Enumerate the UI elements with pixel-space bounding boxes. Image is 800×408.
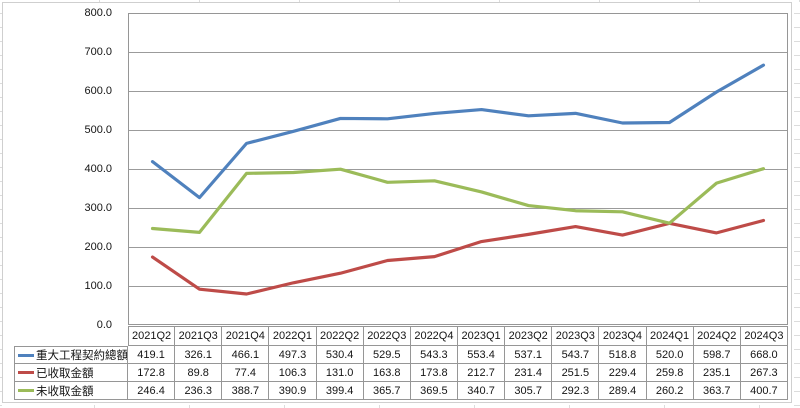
table-value-cell: 251.5 <box>552 364 600 382</box>
gridline <box>129 286 787 287</box>
table-value-cell: 363.7 <box>693 382 741 400</box>
legend-key-icon <box>18 371 34 374</box>
series-line-total-contract[interactable] <box>150 63 766 200</box>
legend-key-icon <box>18 389 34 392</box>
legend-label: 重大工程契約總額 <box>36 350 128 362</box>
table-value-cell: 530.4 <box>316 346 364 364</box>
y-axis-tick-label: 700.0 <box>84 46 112 58</box>
table-value-cell: 212.7 <box>457 364 506 382</box>
series-line-received[interactable] <box>150 218 766 296</box>
table-value-cell: 236.3 <box>175 382 223 400</box>
y-axis-tick-label: 0.0 <box>96 319 112 331</box>
legend-label: 未收取金額 <box>36 385 94 398</box>
table-header-cell: 2023Q1 <box>457 326 506 346</box>
table-header-cell: 2022Q4 <box>410 326 458 346</box>
gridline <box>129 91 787 92</box>
table-header-cell: 2024Q1 <box>646 326 694 346</box>
table-header-cell: 2021Q3 <box>175 326 223 346</box>
legend-item-unreceived[interactable]: 未收取金額 <box>14 382 128 400</box>
table-value-cell: 365.7 <box>363 382 411 400</box>
y-axis: 800.0 700.0 600.0 500.0 400.0 300.0 200.0 100.0… <box>0 0 118 408</box>
gridline <box>129 130 787 131</box>
table-value-cell: 259.8 <box>646 364 694 382</box>
plot-area[interactable] <box>128 13 788 325</box>
table-value-cell: 543.7 <box>552 346 600 364</box>
table-value-cell: 267.3 <box>740 364 788 382</box>
table-value-cell: 466.1 <box>222 346 270 364</box>
table-header-cell: 2021Q4 <box>222 326 270 346</box>
table-value-cell: 292.3 <box>552 382 600 400</box>
worksheet-gridlines-top <box>0 0 800 2</box>
table-value-cell: 388.7 <box>222 382 270 400</box>
worksheet-gridlines-left <box>0 0 2 408</box>
table-value-cell: 369.5 <box>410 382 458 400</box>
table-value-cell: 246.4 <box>128 382 176 400</box>
table-corner-cell <box>14 326 128 346</box>
y-axis-tick-label: 400.0 <box>84 163 112 175</box>
y-axis-tick-label: 500.0 <box>84 124 112 136</box>
table-value-cell: 400.7 <box>740 382 788 400</box>
table-value-cell: 89.8 <box>175 364 223 382</box>
series-line-unreceived[interactable] <box>150 167 766 234</box>
legend-label: 已收取金額 <box>36 367 94 380</box>
table-value-cell: 326.1 <box>175 346 223 364</box>
table-header-cell: 2021Q2 <box>128 326 176 346</box>
table-value-cell: 529.5 <box>363 346 411 364</box>
table-value-cell: 543.3 <box>410 346 458 364</box>
table-value-cell: 668.0 <box>740 346 788 364</box>
table-value-cell: 231.4 <box>505 364 553 382</box>
table-value-cell: 260.2 <box>646 382 694 400</box>
table-value-cell: 305.7 <box>505 382 553 400</box>
gridline <box>129 208 787 209</box>
table-value-cell: 131.0 <box>316 364 364 382</box>
table-header-cell: 2022Q3 <box>363 326 411 346</box>
legend-key-icon <box>18 353 34 357</box>
table-value-cell: 229.4 <box>599 364 647 382</box>
table-header-cell: 2022Q2 <box>316 326 364 346</box>
table-value-cell: 106.3 <box>269 364 317 382</box>
table-value-cell: 553.4 <box>457 346 506 364</box>
table-header-cell: 2023Q4 <box>599 326 647 346</box>
worksheet-gridlines-bottom <box>0 405 800 408</box>
gridline <box>129 52 787 53</box>
table-value-cell: 173.8 <box>410 364 458 382</box>
legend-item-received[interactable]: 已收取金額 <box>14 364 128 382</box>
table-header-cell: 2024Q2 <box>693 326 741 346</box>
table-value-cell: 163.8 <box>363 364 411 382</box>
table-value-cell: 399.4 <box>316 382 364 400</box>
y-axis-tick-label: 600.0 <box>84 85 112 97</box>
table-value-cell: 537.1 <box>505 346 553 364</box>
table-value-cell: 289.4 <box>599 382 647 400</box>
table-header-cell: 2023Q3 <box>552 326 600 346</box>
table-header-cell: 2024Q3 <box>740 326 788 346</box>
table-value-cell: 235.1 <box>693 364 741 382</box>
table-value-cell: 172.8 <box>128 364 176 382</box>
table-value-cell: 497.3 <box>269 346 317 364</box>
y-axis-tick-label: 100.0 <box>84 280 112 292</box>
table-value-cell: 77.4 <box>222 364 270 382</box>
table-value-cell: 390.9 <box>269 382 317 400</box>
y-axis-tick-label: 200.0 <box>84 241 112 253</box>
table-header-cell: 2022Q1 <box>269 326 317 346</box>
worksheet-gridlines-right <box>794 0 800 408</box>
table-value-cell: 598.7 <box>693 346 741 364</box>
table-value-cell: 520.0 <box>646 346 694 364</box>
gridline <box>129 169 787 170</box>
y-axis-tick-label: 300.0 <box>84 202 112 214</box>
legend-item-total-contract[interactable]: 重大工程契約總額 <box>14 346 128 364</box>
data-table: 2021Q2 2021Q3 2021Q4 2022Q1 2022Q2 2022Q3 2022… <box>14 326 788 400</box>
table-value-cell: 419.1 <box>128 346 176 364</box>
table-header-cell: 2023Q2 <box>505 326 553 346</box>
y-axis-tick-label: 800.0 <box>84 7 112 19</box>
table-value-cell: 340.7 <box>457 382 506 400</box>
table-value-cell: 518.8 <box>599 346 647 364</box>
series-plot <box>150 63 766 296</box>
